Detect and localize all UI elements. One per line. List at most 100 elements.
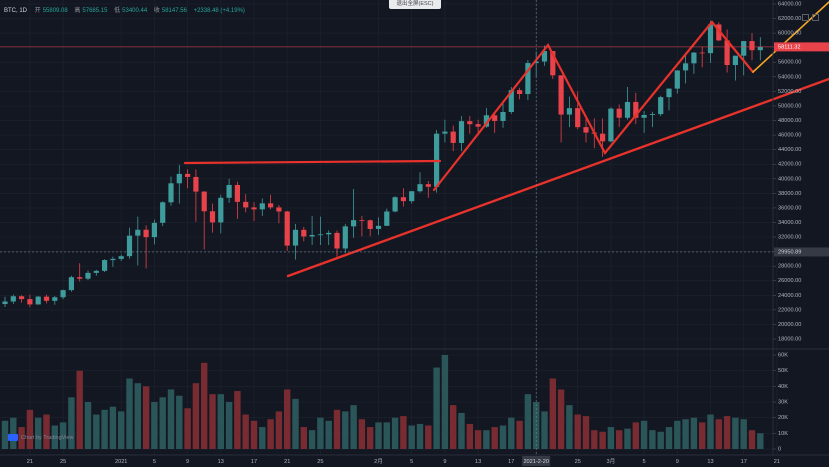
volume-bar [732, 417, 739, 449]
x-tick-label: 17 [741, 459, 747, 465]
candle-body [19, 296, 25, 300]
volume-bar [358, 419, 366, 449]
x-tick-label: 2月 [374, 458, 383, 465]
volume-bar [748, 430, 756, 449]
volume-bar [192, 383, 200, 449]
volume-bar [350, 405, 357, 449]
x-tick-label: 21 [284, 459, 290, 465]
icon[interactable] [812, 14, 819, 21]
y-tick-label: 54000.00 [778, 74, 801, 80]
candle-body [458, 121, 465, 143]
candle-body [276, 207, 282, 212]
volume-bar [483, 430, 490, 449]
volume-bar [582, 416, 590, 449]
candle-body [550, 51, 556, 76]
volume-bar [10, 417, 17, 449]
candle-body [467, 121, 473, 125]
candle-body [185, 173, 191, 177]
volume-tick-label: 50K [778, 368, 788, 374]
x-tick-label: 9 [186, 459, 189, 465]
volume-bar [715, 419, 722, 449]
volume-bar [267, 419, 274, 449]
volume-bar [325, 420, 332, 449]
y-tick-label: 62000.00 [778, 16, 801, 22]
exit-fullscreen-button[interactable]: 退出全屏(ESC) [389, 0, 441, 9]
last-price-box [774, 42, 829, 52]
volume-bar [142, 386, 150, 449]
candle-body [317, 234, 323, 236]
low-label: 低 [114, 8, 121, 14]
crosshair-price-label: 29950.89 [778, 249, 801, 255]
candle-body [674, 70, 680, 89]
volume-bar [51, 425, 58, 449]
low-value: 53400.44 [122, 8, 148, 14]
grid [0, 0, 778, 455]
candle-body [450, 131, 456, 143]
y-tick-label: 20000.00 [778, 322, 801, 328]
candle-body [193, 176, 199, 192]
volume-bar [167, 389, 175, 449]
high-value: 57685.15 [82, 8, 108, 14]
high-label: 高 [74, 8, 81, 14]
candle-body [118, 256, 124, 259]
volume-bar [383, 422, 390, 449]
volume-bar [549, 378, 556, 449]
y-tick-label: 26000.00 [778, 278, 801, 284]
candle-body [110, 258, 116, 261]
candle-body [400, 197, 406, 202]
watermark[interactable]: Chart by TradingView [8, 434, 73, 441]
watermark-text: Chart by TradingView [21, 434, 74, 441]
candle-body [658, 97, 664, 115]
icon[interactable] [802, 14, 809, 21]
volume-bar [18, 427, 25, 449]
trend-line [286, 77, 829, 278]
volume-bar [574, 414, 581, 449]
toolbar-icons [802, 14, 819, 21]
candle-body [284, 211, 290, 246]
close-label: 收 [153, 8, 160, 14]
candle-body [533, 61, 539, 64]
volume-bar [682, 419, 689, 449]
volume-bar [225, 402, 233, 449]
candle-body [691, 52, 697, 64]
x-tick-label: 5 [410, 459, 413, 465]
y-tick-label: 18000.00 [778, 336, 801, 342]
volume-bar [367, 427, 374, 449]
candle-body [541, 51, 548, 62]
volume-bar [674, 420, 681, 449]
volume-bar [201, 362, 208, 449]
candle-body [2, 301, 8, 305]
volume-bar [599, 431, 606, 449]
volume-bar [458, 412, 465, 449]
x-tick-label: 21 [27, 459, 33, 465]
candle-body [616, 108, 622, 118]
candle-body [384, 211, 390, 226]
volume-bar [101, 409, 108, 449]
volume-bar [416, 423, 424, 449]
x-tick-label: 21 [774, 459, 780, 465]
volume-bar [300, 427, 307, 449]
volume-bar [242, 414, 249, 449]
candle-body [309, 235, 315, 237]
volume-bar [657, 431, 664, 449]
y-tick-label: 38000.00 [778, 191, 801, 197]
candle-body [168, 183, 174, 203]
volume-bar [209, 394, 216, 449]
volume-bar [43, 414, 50, 449]
volume-bar [566, 405, 573, 449]
crosshair-price-box [774, 247, 829, 257]
volume-bar [68, 397, 75, 449]
volume-bar [425, 425, 432, 449]
y-tick-label: 64000.00 [778, 1, 801, 7]
candle-body [43, 296, 50, 301]
candle-body [425, 184, 431, 187]
candle-body [218, 197, 224, 223]
marks [1, 20, 764, 449]
candle-body [624, 102, 631, 118]
candle-body [176, 173, 182, 184]
candle-body [732, 55, 738, 66]
drawings [183, 1, 829, 278]
candle-body [135, 229, 141, 236]
